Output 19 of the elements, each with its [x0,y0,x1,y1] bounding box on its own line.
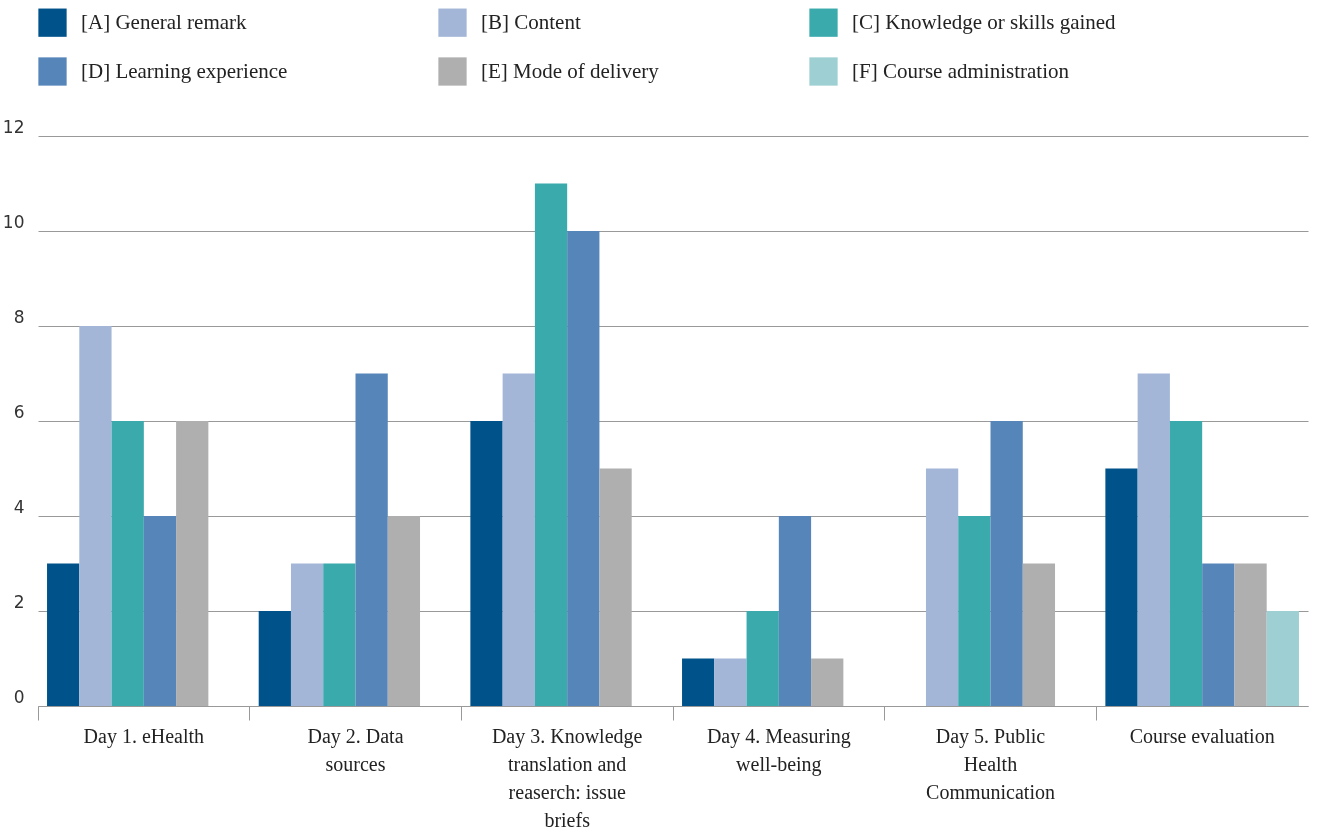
x-tick-label: Day 1. eHealth [83,724,205,748]
x-tick-label: Day 5. Public Health Communication [926,724,1055,803]
y-tick-label: 8 [13,306,25,327]
y-tick-label: 4 [13,496,25,517]
legend-label: [A] General remark [81,9,248,34]
y-tick-label: 10 [2,211,25,232]
x-tick-label: Day 2. Data sources [307,724,404,775]
legend-label: [D] Learning experience [81,58,288,83]
y-tick-label: 0 [13,686,25,707]
x-tick-label: Day 4. Measuring well-being [706,724,851,776]
legend-label: [C] Knowledge or skills gained [852,9,1117,34]
x-tick-label: Day 3. Knowledge translation and reaserch: issue briefs [491,724,643,831]
legend-label: [F] Course administration [852,58,1070,83]
legend-label: [E] Mode of delivery [481,58,660,83]
x-tick-label: Course evaluation [1129,724,1275,747]
y-tick-label: 6 [13,401,25,422]
y-tick-label: 2 [13,591,25,612]
y-tick-label: 12 [2,116,25,137]
legend-label: [B] Content [481,9,581,34]
